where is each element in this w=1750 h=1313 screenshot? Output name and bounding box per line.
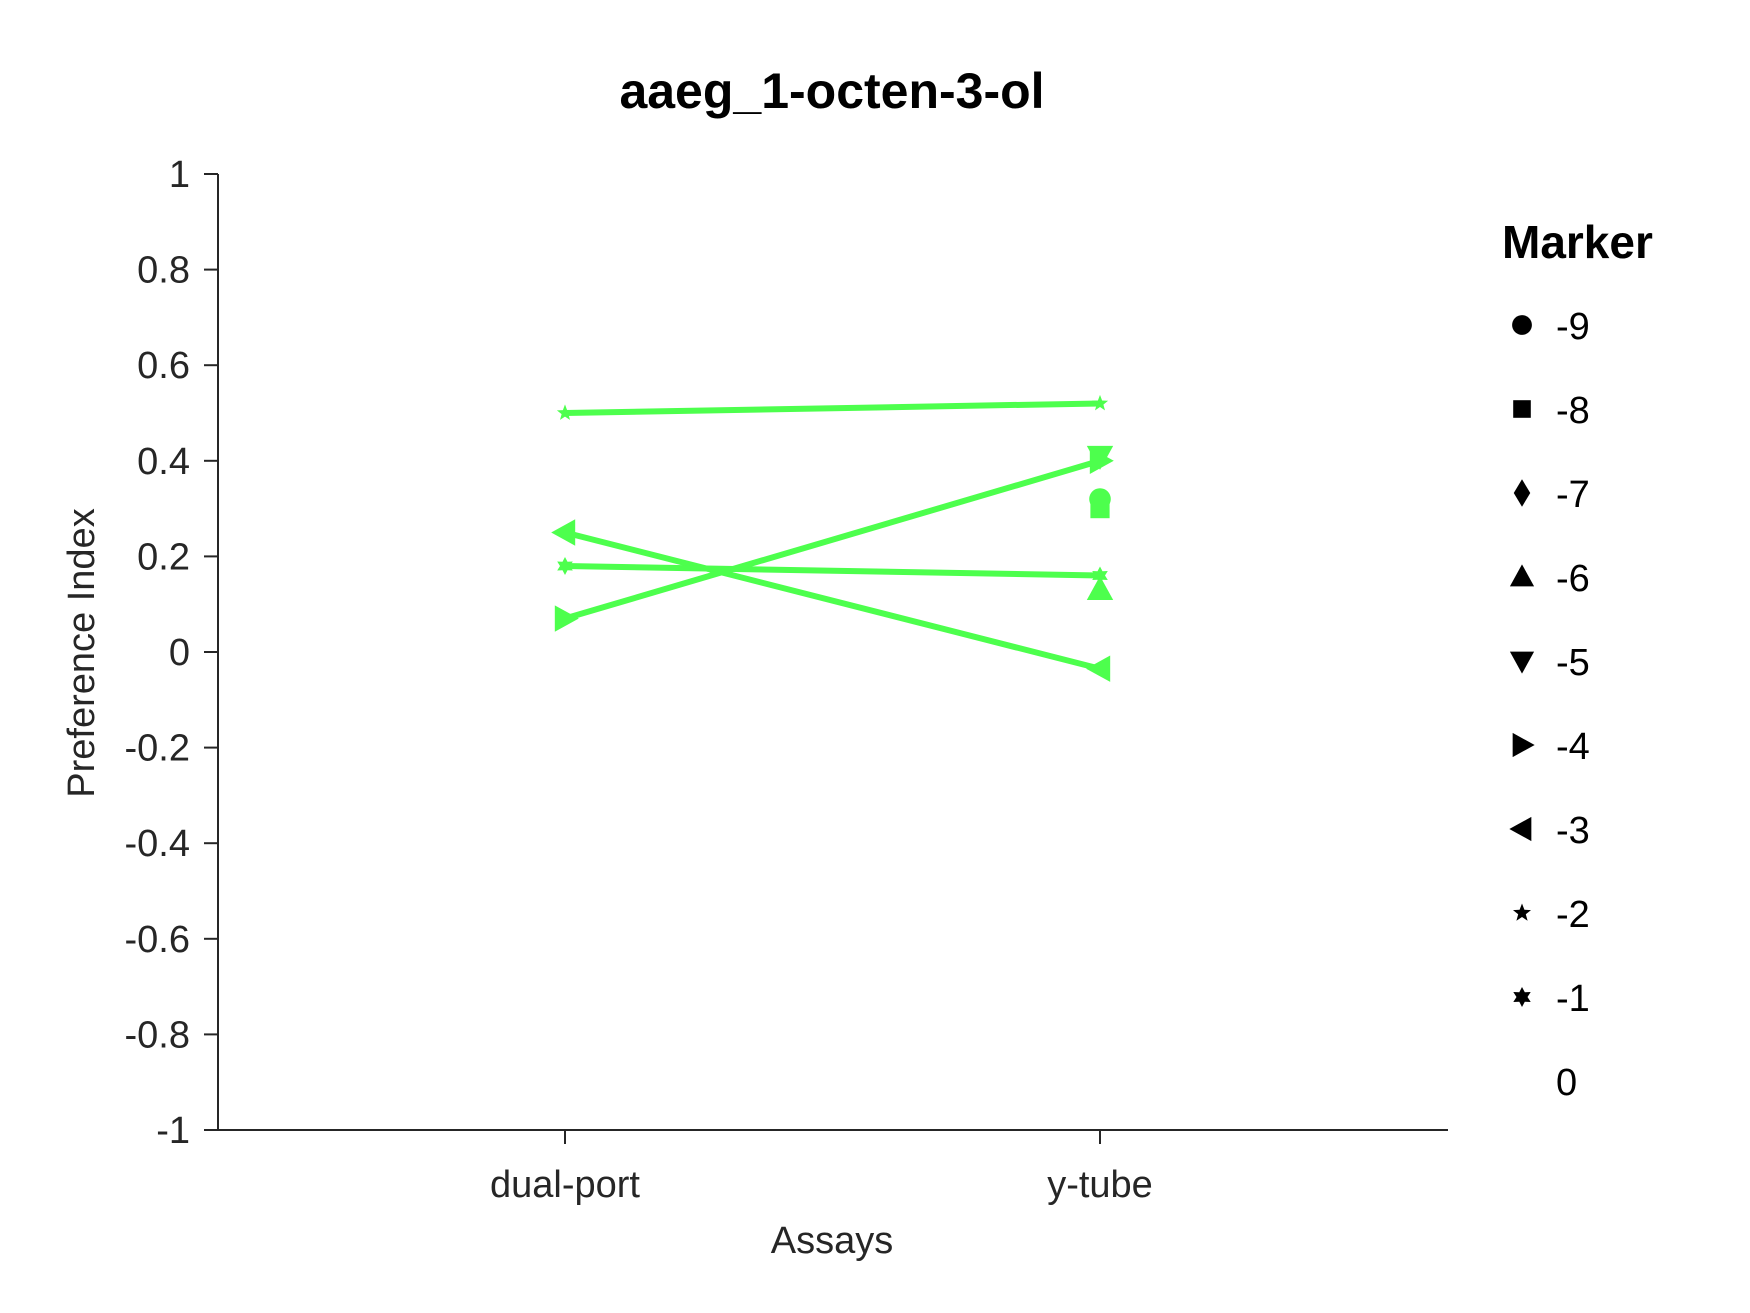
x-tick-label: dual-port bbox=[490, 1164, 640, 1206]
data-point bbox=[1086, 655, 1111, 682]
legend-entry: -8 bbox=[1513, 390, 1590, 432]
series-line bbox=[564, 562, 1101, 579]
legend-marker bbox=[1509, 816, 1532, 842]
legend-marker bbox=[1513, 903, 1531, 921]
legend-entry: -6 bbox=[1509, 558, 1590, 600]
legend-entry: -2 bbox=[1513, 894, 1590, 936]
x-axis-label: Assays bbox=[771, 1220, 893, 1262]
y-tick-label: -0.6 bbox=[125, 919, 190, 961]
legend-label: -7 bbox=[1556, 474, 1590, 516]
y-tick-label: -1 bbox=[156, 1110, 190, 1152]
legend-marker bbox=[1512, 732, 1535, 758]
legend-label: -5 bbox=[1556, 642, 1590, 684]
legend-marker bbox=[1513, 479, 1531, 507]
legend-label: -4 bbox=[1556, 726, 1590, 768]
legend-entry: -5 bbox=[1509, 642, 1590, 684]
y-tick-label: 0.6 bbox=[137, 345, 190, 387]
y-tick-label: -0.8 bbox=[125, 1014, 190, 1056]
legend-label: -2 bbox=[1556, 894, 1590, 936]
y-tick-label: 0.8 bbox=[137, 250, 190, 292]
series-8 bbox=[1086, 576, 1114, 601]
chart-title: aaeg_1-octen-3-ol bbox=[619, 63, 1044, 119]
legend-marker bbox=[1509, 564, 1535, 587]
data-point bbox=[556, 404, 574, 420]
series-7 bbox=[1090, 499, 1110, 519]
axes: 1 0.8 0.6 0.4 0.2 0 -0.2 -0.4 -0.6 -0.8 -1 dual-por… bbox=[125, 154, 1448, 1206]
legend-marker bbox=[1512, 315, 1532, 335]
y-tick-label: -0.4 bbox=[125, 823, 190, 865]
data-point bbox=[557, 557, 573, 575]
legend-marker bbox=[1513, 987, 1531, 1007]
series-line bbox=[564, 457, 1101, 622]
y-axis-label: Preference Index bbox=[61, 508, 103, 797]
series-line bbox=[564, 400, 1101, 416]
x-tick-label: y-tube bbox=[1047, 1164, 1153, 1206]
data-point bbox=[1086, 445, 1114, 470]
y-tick-label: 0 bbox=[169, 632, 190, 674]
series-3 bbox=[557, 557, 1108, 585]
legend: Marker -9 -8 -7 -6 -5 -4 -3 -2 -1 0 bbox=[1502, 216, 1653, 1104]
series-5 bbox=[1086, 445, 1114, 470]
y-tick-label: -0.2 bbox=[125, 728, 190, 770]
legend-marker bbox=[1509, 651, 1535, 674]
series-1 bbox=[556, 394, 1109, 420]
data-point bbox=[1086, 576, 1114, 601]
series-layer bbox=[551, 394, 1114, 682]
legend-entry: -9 bbox=[1512, 306, 1590, 348]
legend-entry: -7 bbox=[1513, 474, 1590, 516]
y-tick-label: 1 bbox=[169, 154, 190, 196]
y-tick-label: 0.4 bbox=[137, 441, 190, 483]
y-tick-label: 0.2 bbox=[137, 536, 190, 578]
legend-title: Marker bbox=[1502, 216, 1653, 268]
legend-label: -9 bbox=[1556, 306, 1590, 348]
legend-marker bbox=[1513, 400, 1531, 418]
legend-entry: -4 bbox=[1512, 726, 1590, 768]
data-point bbox=[1091, 394, 1109, 411]
legend-label: -3 bbox=[1556, 810, 1590, 852]
legend-label: -1 bbox=[1556, 978, 1590, 1020]
series-line bbox=[564, 529, 1101, 672]
data-point bbox=[551, 519, 576, 546]
legend-entry: -1 bbox=[1513, 978, 1590, 1020]
legend-label: -6 bbox=[1556, 558, 1590, 600]
data-point bbox=[1090, 499, 1110, 519]
legend-entry: -3 bbox=[1509, 810, 1590, 852]
series-2 bbox=[551, 519, 1111, 682]
legend-label: 0 bbox=[1556, 1062, 1577, 1104]
legend-entry: 0 bbox=[1556, 1062, 1577, 1104]
data-point bbox=[1092, 566, 1108, 585]
legend-label: -8 bbox=[1556, 390, 1590, 432]
data-point bbox=[554, 605, 579, 632]
